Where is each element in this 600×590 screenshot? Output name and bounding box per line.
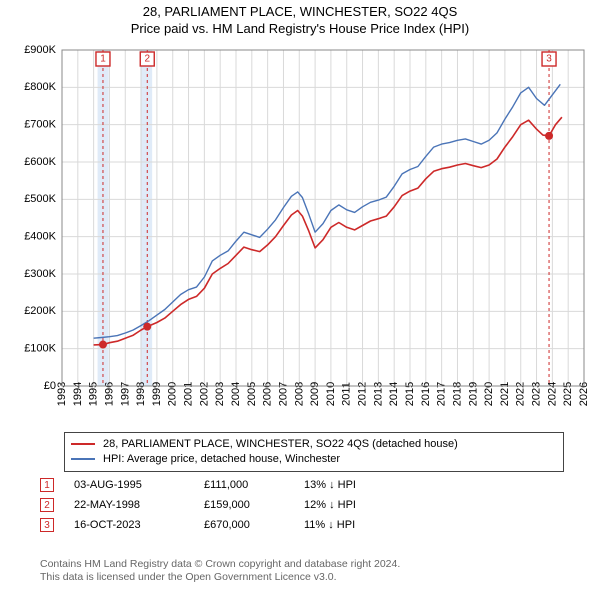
footer-line: This data is licensed under the Open Gov… (40, 571, 580, 584)
legend-row: HPI: Average price, detached house, Winc… (71, 452, 557, 467)
svg-text:2010: 2010 (325, 382, 337, 406)
svg-text:2002: 2002 (198, 382, 210, 406)
svg-text:2008: 2008 (293, 382, 305, 406)
legend-label: 28, PARLIAMENT PLACE, WINCHESTER, SO22 4… (103, 437, 458, 452)
svg-text:2023: 2023 (531, 382, 543, 406)
svg-text:2001: 2001 (183, 382, 195, 406)
footer-line: Contains HM Land Registry data © Crown c… (40, 558, 580, 571)
svg-text:1998: 1998 (135, 382, 147, 406)
svg-text:2022: 2022 (515, 382, 527, 406)
svg-text:2017: 2017 (436, 382, 448, 406)
svg-text:£800K: £800K (24, 81, 56, 93)
event-date: 16-OCT-2023 (74, 519, 204, 531)
event-marker-box: 2 (40, 498, 54, 512)
chart-page: 28, PARLIAMENT PLACE, WINCHESTER, SO22 4… (0, 0, 600, 590)
title-address: 28, PARLIAMENT PLACE, WINCHESTER, SO22 4… (0, 4, 600, 21)
svg-text:1995: 1995 (88, 382, 100, 406)
svg-text:2012: 2012 (357, 382, 369, 406)
event-price: £111,000 (204, 479, 304, 491)
svg-text:2014: 2014 (388, 382, 400, 406)
event-diff: 13% ↓ HPI (304, 479, 424, 491)
event-row: 1 03-AUG-1995 £111,000 13% ↓ HPI (40, 478, 580, 492)
event-price: £670,000 (204, 519, 304, 531)
chart: £0 £100K £200K £300K £400K £500K £600K £700K £80… (8, 44, 592, 424)
svg-text:£600K: £600K (24, 156, 56, 168)
svg-text:£900K: £900K (24, 44, 56, 56)
svg-text:2024: 2024 (546, 382, 558, 406)
svg-text:1999: 1999 (151, 382, 163, 406)
svg-text:2016: 2016 (420, 382, 432, 406)
svg-text:2020: 2020 (483, 382, 495, 406)
legend: 28, PARLIAMENT PLACE, WINCHESTER, SO22 4… (64, 432, 564, 472)
svg-text:2021: 2021 (499, 382, 511, 406)
chart-svg: £0 £100K £200K £300K £400K £500K £600K £700K £80… (8, 44, 592, 424)
legend-label: HPI: Average price, detached house, Winc… (103, 452, 340, 467)
svg-text:£400K: £400K (24, 231, 56, 243)
svg-text:2000: 2000 (167, 382, 179, 406)
event-marker-box: 3 (40, 518, 54, 532)
svg-text:1994: 1994 (72, 382, 84, 406)
footer: Contains HM Land Registry data © Crown c… (40, 558, 580, 584)
event-price: £159,000 (204, 499, 304, 511)
svg-text:£200K: £200K (24, 305, 56, 317)
svg-text:£500K: £500K (24, 193, 56, 205)
svg-text:2009: 2009 (309, 382, 321, 406)
svg-text:£700K: £700K (24, 119, 56, 131)
event-date: 03-AUG-1995 (74, 479, 204, 491)
svg-text:2005: 2005 (246, 382, 258, 406)
svg-text:2025: 2025 (562, 382, 574, 406)
event-diff: 11% ↓ HPI (304, 519, 424, 531)
title-block: 28, PARLIAMENT PLACE, WINCHESTER, SO22 4… (0, 0, 600, 38)
svg-text:2018: 2018 (451, 382, 463, 406)
svg-text:1997: 1997 (119, 382, 131, 406)
svg-text:£0: £0 (44, 380, 56, 392)
svg-text:2006: 2006 (262, 382, 274, 406)
svg-text:1996: 1996 (103, 382, 115, 406)
legend-swatch (71, 443, 95, 445)
legend-row: 28, PARLIAMENT PLACE, WINCHESTER, SO22 4… (71, 437, 557, 452)
event-marker-box: 1 (40, 478, 54, 492)
legend-swatch (71, 458, 95, 460)
event-row: 3 16-OCT-2023 £670,000 11% ↓ HPI (40, 518, 580, 532)
title-subtitle: Price paid vs. HM Land Registry's House … (0, 21, 600, 38)
svg-text:2007: 2007 (277, 382, 289, 406)
svg-text:2003: 2003 (214, 382, 226, 406)
svg-text:1: 1 (100, 54, 106, 65)
event-date: 22-MAY-1998 (74, 499, 204, 511)
svg-text:2: 2 (144, 54, 150, 65)
event-diff: 12% ↓ HPI (304, 499, 424, 511)
event-row: 2 22-MAY-1998 £159,000 12% ↓ HPI (40, 498, 580, 512)
svg-text:£100K: £100K (24, 343, 56, 355)
svg-text:£300K: £300K (24, 268, 56, 280)
event-table: 1 03-AUG-1995 £111,000 13% ↓ HPI 2 22-MA… (40, 472, 580, 538)
svg-text:2013: 2013 (372, 382, 384, 406)
svg-text:2015: 2015 (404, 382, 416, 406)
svg-text:3: 3 (546, 54, 552, 65)
svg-text:2019: 2019 (467, 382, 479, 406)
svg-text:2004: 2004 (230, 382, 242, 406)
